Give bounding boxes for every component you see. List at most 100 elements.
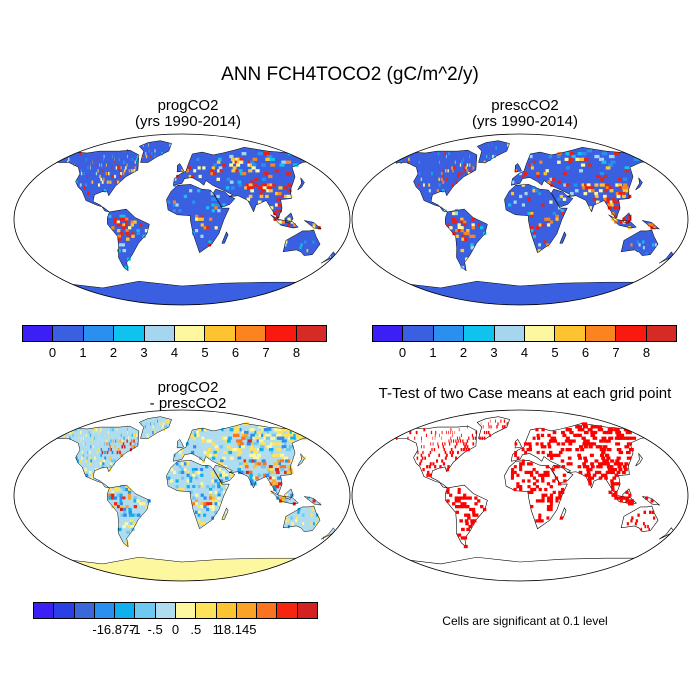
coastline-madagascar [221,507,229,520]
grid-cell [304,240,307,244]
grid-cell [577,425,582,429]
grid-cell [236,169,241,173]
grid-cell [312,223,316,227]
grid-cell [206,439,210,443]
grid-cell [615,183,620,187]
grid-cell [299,513,302,517]
grid-cell [189,189,193,193]
grid-cell [163,422,165,426]
grid-cell [252,465,257,469]
grid-cell [269,479,273,483]
grid-cell [114,487,118,492]
grid-cell [450,453,453,457]
grid-cell [170,467,174,472]
grid-cell [575,157,580,161]
grid-cell [583,157,589,161]
grid-cell [443,209,447,213]
colorbar-difference-labels: -16.877 -1 -.5 0.5 1 18.145 [33,622,318,638]
grid-cell [544,217,548,221]
grid-cell [183,467,187,472]
grid-cell [622,177,628,181]
grid-cell [471,226,475,230]
grid-cell [265,428,272,432]
grid-cell [253,450,258,455]
grid-cell [109,180,112,184]
grid-cell [566,166,570,170]
grid-cell [583,430,589,435]
grid-cell [569,462,573,466]
grid-cell [126,439,128,443]
grid-cell [127,226,132,230]
grid-cell [564,157,569,161]
grid-cell [578,470,583,475]
grid-cell [608,436,614,440]
grid-cell [644,524,647,529]
grid-cell [556,442,561,446]
grid-cell [538,499,542,503]
grid-cell [164,425,166,429]
grid-cell [277,476,281,480]
grid-cell [211,442,216,446]
grid-cell [609,189,614,193]
landmass-north-america [57,426,139,488]
landmass-uk [177,439,184,448]
grid-cell [283,470,288,475]
grid-cell [77,453,80,457]
grid-cell [123,513,127,517]
grid-cell [467,425,468,429]
grid-cell [214,510,218,514]
grid-cell [589,453,594,457]
grid-cell [117,448,120,452]
grid-cell [630,499,634,503]
coastline-greenland [138,140,172,163]
grid-cell [87,433,89,437]
grid-cell [466,513,471,517]
grid-cell [106,442,108,446]
grid-cell [99,442,101,446]
grid-cell [585,439,590,443]
grid-cell [152,430,154,435]
grid-cell [238,462,243,466]
grid-cell [233,430,238,435]
landmass-north-america [57,150,139,212]
grid-cell [279,453,285,457]
grid-cell [216,473,220,477]
grid-cell [122,214,126,218]
grid-cell [116,487,120,492]
grid-cell [277,442,283,446]
grid-cell [209,490,213,494]
grid-cell [601,160,607,164]
colorbar-tick-label: 7 [262,345,270,360]
grid-cell [588,467,593,472]
landmass-arabia [551,189,573,208]
grid-cell [267,462,272,466]
grid-cell [454,499,459,503]
grid-cell [235,157,240,161]
grid-cell [239,465,244,469]
grid-cell [81,456,83,460]
grid-cell [252,476,257,480]
grid-cell [500,419,502,423]
grid-cell [469,154,471,159]
grid-cell [95,428,98,432]
grid-cell [467,516,471,520]
grid-cell [192,200,196,204]
grid-cell [548,450,553,455]
grid-cell [602,430,609,435]
grid-cell [125,485,129,489]
grid-cell [489,157,491,161]
grid-cell [530,229,534,233]
grid-cell [626,456,632,460]
grid-cell [136,231,140,236]
grid-cell [192,485,196,489]
grid-cell [260,442,266,446]
grid-cell [429,473,432,477]
grid-cell [276,214,280,218]
grid-cell [485,154,488,159]
grid-cell [463,502,467,506]
grid-cell [277,430,284,435]
grid-cell [83,436,84,440]
grid-cell [273,487,277,492]
grid-cell [191,174,195,179]
grid-cell [482,231,487,236]
